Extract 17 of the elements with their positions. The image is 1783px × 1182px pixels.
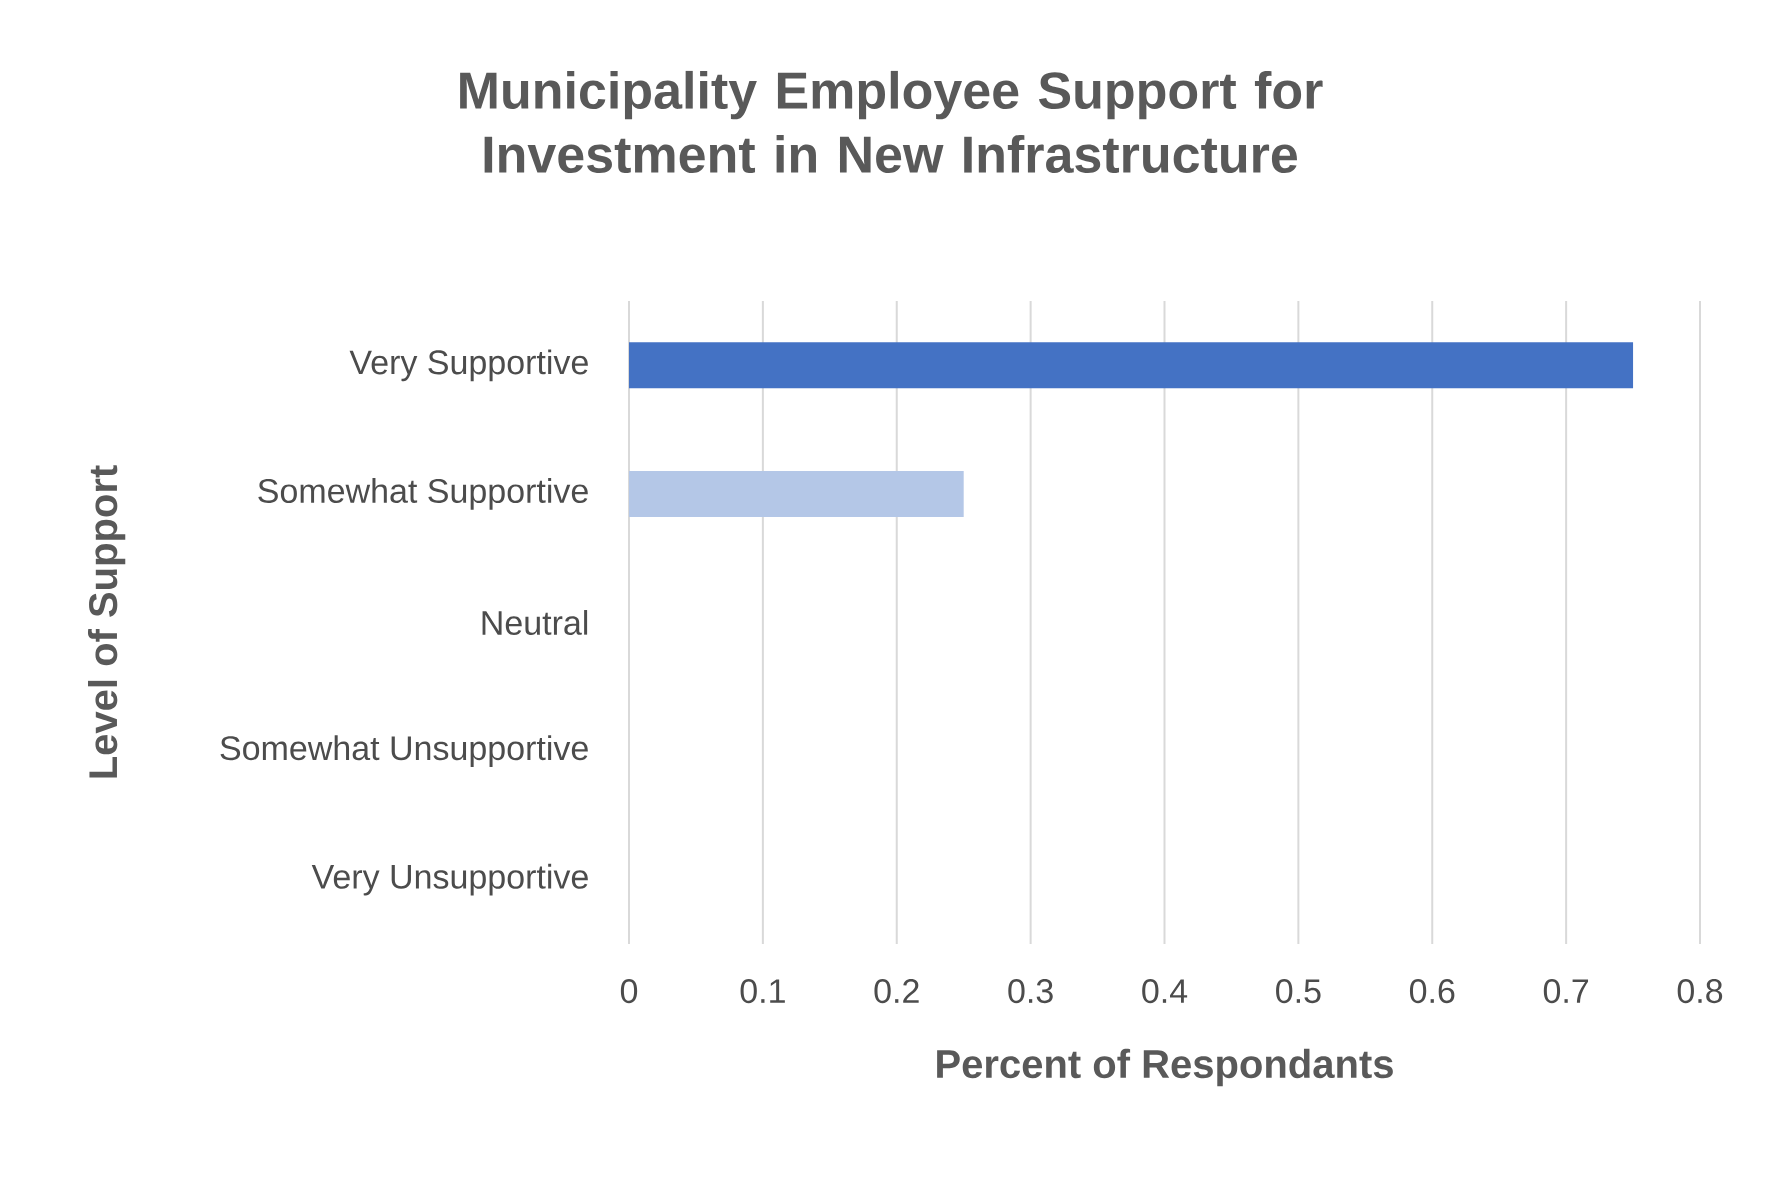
x-tick-label: 0.2: [874, 979, 919, 1004]
x-tick-label: 0: [620, 979, 638, 1004]
x-tick-label: 0.5: [1276, 979, 1321, 1004]
y-tick-label: Neutral: [482, 610, 588, 635]
x-axis-title: Percent of Respondants: [937, 1048, 1393, 1087]
y-tick-label: Very Supportive: [349, 349, 588, 382]
x-tick-label: 0.4: [1142, 979, 1188, 1004]
x-tick-label: 0.8: [1677, 979, 1723, 1004]
x-tick-label: 0.7: [1543, 979, 1589, 1004]
y-tick-label: Somewhat Unsupportive: [220, 735, 588, 767]
x-tick-label: 0.3: [1008, 979, 1053, 1004]
y-tick-label: Very Unsupportive: [311, 863, 588, 896]
y-axis-title: Level of Support: [87, 465, 126, 778]
x-tick-label: 0.6: [1409, 979, 1455, 1004]
x-tick-label: 0.1: [740, 979, 785, 1004]
chart-title: Municipality Employee Support for Investment in New Infrastructure: [460, 70, 1323, 174]
y-tick-label: Somewhat Supportive: [258, 478, 588, 510]
